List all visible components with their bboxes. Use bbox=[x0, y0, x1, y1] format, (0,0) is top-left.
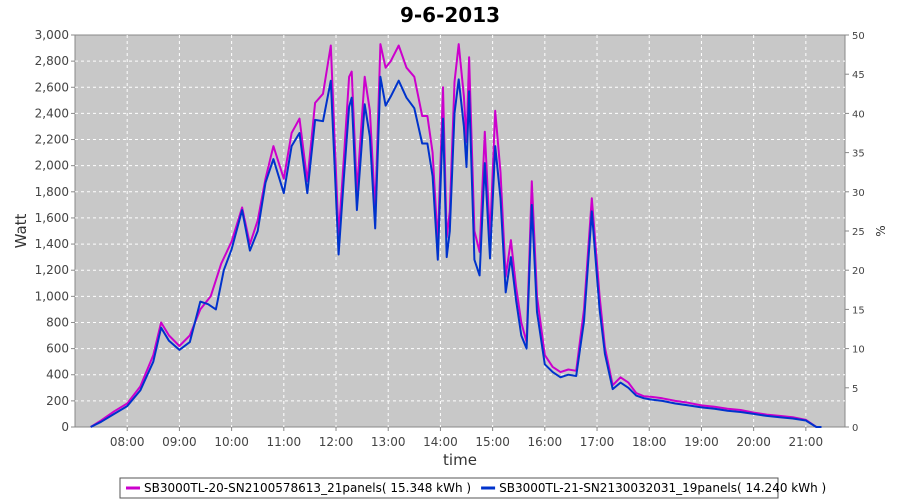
legend-label: SB3000TL-21-SN2130032031_19panels( 14.24… bbox=[499, 481, 826, 495]
plot-area bbox=[74, 34, 846, 428]
x-tick-label: 13:00 bbox=[371, 435, 406, 449]
y-tick-label: 600 bbox=[46, 342, 69, 356]
y-tick-label: 1,000 bbox=[35, 289, 69, 303]
y2-axis-label: % bbox=[874, 225, 888, 236]
legend: SB3000TL-20-SN2100578613_21panels( 15.34… bbox=[119, 477, 826, 499]
y-tick-label: 1,600 bbox=[35, 211, 69, 225]
legend-box bbox=[119, 477, 779, 499]
x-tick-label: 09:00 bbox=[162, 435, 197, 449]
y-tick-label: 200 bbox=[46, 394, 69, 408]
y2-tick-label: 25 bbox=[852, 227, 865, 238]
y-tick-label: 2,200 bbox=[35, 133, 69, 147]
y-tick-label: 0 bbox=[61, 420, 69, 434]
y-tick-label: 2,800 bbox=[35, 54, 69, 68]
y-tick-label: 1,400 bbox=[35, 237, 69, 251]
y-tick-label: 2,400 bbox=[35, 106, 69, 120]
y-axis-ticks: 0 200 400 600 800 1,000 1,200 1,400 1,600 1,800 2,… bbox=[35, 28, 75, 434]
y-tick-label: 2,600 bbox=[35, 80, 69, 94]
y2-tick-label: 40 bbox=[852, 109, 865, 120]
y2-tick-label: 20 bbox=[852, 266, 865, 277]
x-tick-label: 12:00 bbox=[319, 435, 354, 449]
x-tick-label: 17:00 bbox=[580, 435, 615, 449]
x-tick-label: 14:00 bbox=[423, 435, 458, 449]
y2-tick-label: 35 bbox=[852, 149, 865, 160]
series-line-1 bbox=[90, 43, 822, 428]
y2-tick-label: 30 bbox=[852, 188, 865, 199]
x-tick-label: 10:00 bbox=[214, 435, 249, 449]
x-tick-label: 15:00 bbox=[475, 435, 510, 449]
legend-item-2: SB3000TL-21-SN2130032031_19panels( 14.24… bbox=[481, 481, 826, 495]
x-tick-label: 21:00 bbox=[789, 435, 824, 449]
series-line-2 bbox=[90, 75, 822, 428]
y-tick-label: 400 bbox=[46, 368, 69, 382]
y-axis-label: Watt bbox=[12, 213, 30, 248]
y2-tick-label: 45 bbox=[852, 70, 865, 81]
y-tick-label: 1,200 bbox=[35, 263, 69, 277]
x-tick-label: 16:00 bbox=[528, 435, 563, 449]
y-tick-label: 3,000 bbox=[35, 28, 69, 42]
x-tick-label: 08:00 bbox=[110, 435, 145, 449]
y2-tick-label: 5 bbox=[852, 384, 858, 395]
y2-tick-label: 15 bbox=[852, 305, 865, 316]
x-tick-label: 19:00 bbox=[684, 435, 719, 449]
chart-title: 9-6-2013 bbox=[400, 3, 500, 27]
y2-tick-label: 0 bbox=[852, 423, 858, 434]
y-tick-label: 1,800 bbox=[35, 185, 69, 199]
y2-axis-ticks: 0 5 10 15 20 25 30 35 40 45 50 bbox=[845, 31, 865, 434]
legend-label: SB3000TL-20-SN2100578613_21panels( 15.34… bbox=[144, 481, 471, 495]
legend-item-1: SB3000TL-20-SN2100578613_21panels( 15.34… bbox=[126, 481, 471, 495]
series-lines bbox=[90, 43, 822, 428]
x-axis-ticks: 08:00 09:00 10:00 11:00 12:00 13:00 14:00 15:00… bbox=[110, 427, 823, 449]
x-tick-label: 20:00 bbox=[736, 435, 771, 449]
x-tick-label: 18:00 bbox=[632, 435, 667, 449]
y-tick-label: 2,000 bbox=[35, 159, 69, 173]
x-axis-label: time bbox=[443, 451, 477, 469]
y2-tick-label: 50 bbox=[852, 31, 865, 42]
y2-tick-label: 10 bbox=[852, 345, 865, 356]
y-tick-label: 800 bbox=[46, 315, 69, 329]
x-tick-label: 11:00 bbox=[267, 435, 302, 449]
